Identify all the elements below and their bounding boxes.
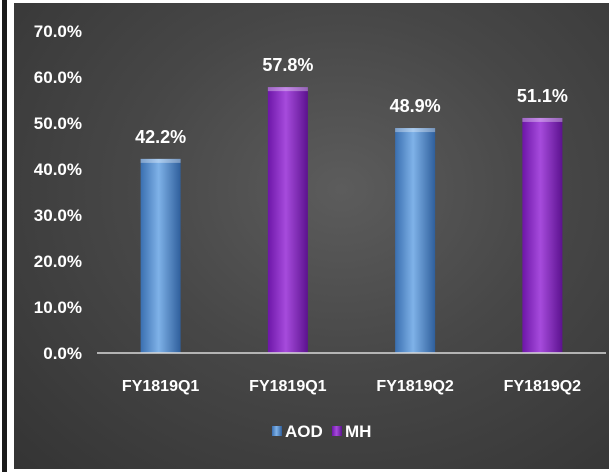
y-tick-label: 0.0% bbox=[43, 344, 82, 363]
legend-label-mh: MH bbox=[345, 422, 371, 441]
y-axis: 0.0% 10.0% 20.0% 30.0% 40.0% 50.0% 60.0% 70.0% bbox=[34, 22, 82, 363]
y-tick-label: 60.0% bbox=[34, 68, 82, 87]
bar-aod bbox=[395, 128, 436, 353]
data-label: 51.1% bbox=[517, 86, 568, 106]
y-tick-label: 10.0% bbox=[34, 298, 82, 317]
bar-bevel bbox=[140, 158, 181, 163]
x-tick-label: FY1819Q1 bbox=[249, 378, 326, 395]
y-tick-label: 20.0% bbox=[34, 252, 82, 271]
chart-area bbox=[14, 3, 609, 469]
legend: AOD MH bbox=[272, 422, 371, 441]
legend-swatch-mh bbox=[332, 426, 342, 436]
bar-bevel bbox=[395, 128, 436, 133]
y-tick-label: 70.0% bbox=[34, 22, 82, 41]
data-labels: 42.2% 57.8% 48.9% 51.1% bbox=[135, 55, 568, 147]
legend-label-aod: AOD bbox=[285, 422, 323, 441]
y-tick-label: 40.0% bbox=[34, 160, 82, 179]
data-label: 57.8% bbox=[262, 55, 313, 75]
x-tick-label: FY1819Q2 bbox=[376, 378, 453, 395]
left-border-rule bbox=[2, 0, 7, 472]
bar-bevel bbox=[267, 87, 308, 92]
bar-mh bbox=[522, 117, 563, 353]
data-label: 42.2% bbox=[135, 127, 186, 147]
x-tick-label: FY1819Q2 bbox=[504, 378, 581, 395]
y-tick-label: 50.0% bbox=[34, 114, 82, 133]
legend-swatch-aod bbox=[272, 426, 282, 436]
bar-bevel bbox=[522, 117, 563, 122]
y-tick-label: 30.0% bbox=[34, 206, 82, 225]
bars bbox=[140, 87, 563, 354]
bar-mh bbox=[267, 87, 308, 354]
bar-aod bbox=[140, 158, 181, 353]
x-tick-label: FY1819Q1 bbox=[122, 378, 199, 395]
data-label: 48.9% bbox=[390, 96, 441, 116]
x-axis: FY1819Q1 FY1819Q1 FY1819Q2 FY1819Q2 bbox=[97, 352, 606, 395]
